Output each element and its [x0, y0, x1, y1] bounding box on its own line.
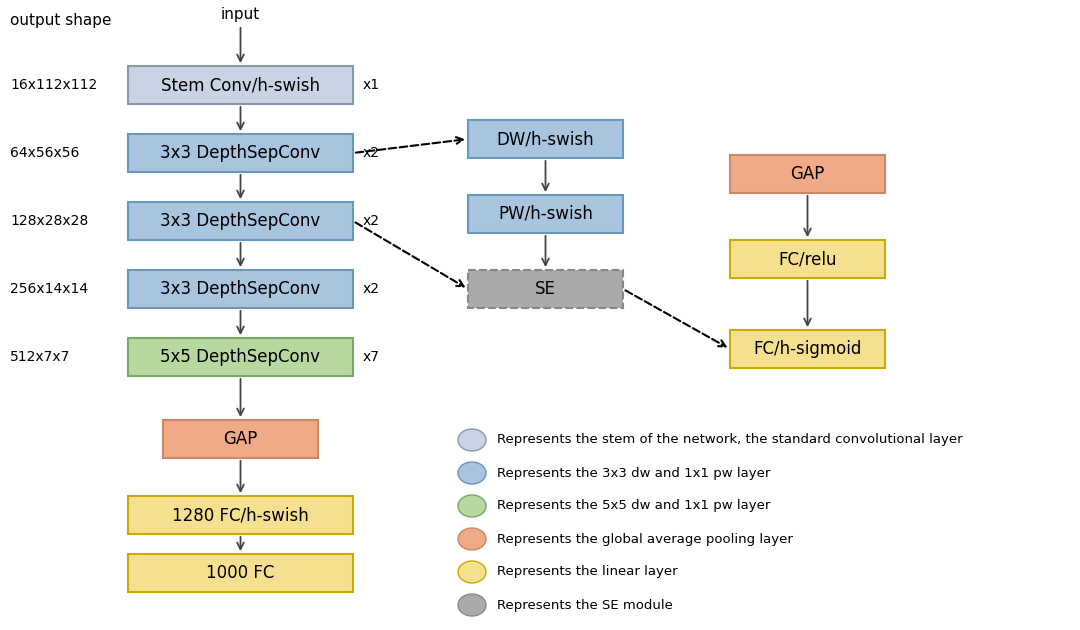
- Bar: [129, 66, 353, 104]
- Bar: [129, 202, 353, 240]
- Text: 1280 FC/h-swish: 1280 FC/h-swish: [172, 506, 309, 524]
- Ellipse shape: [458, 594, 486, 616]
- Text: x2: x2: [363, 282, 380, 296]
- Bar: [129, 134, 353, 172]
- Text: Represents the stem of the network, the standard convolutional layer: Represents the stem of the network, the …: [497, 433, 962, 447]
- Text: output shape: output shape: [10, 13, 111, 28]
- Text: Represents the SE module: Represents the SE module: [497, 598, 673, 612]
- Text: x2: x2: [363, 146, 380, 160]
- Bar: [730, 240, 885, 278]
- Bar: [468, 195, 623, 233]
- Ellipse shape: [458, 462, 486, 484]
- Text: 3x3 DepthSepConv: 3x3 DepthSepConv: [160, 144, 321, 162]
- Bar: [468, 270, 623, 308]
- Text: 16x112x112: 16x112x112: [10, 78, 97, 92]
- Bar: [730, 155, 885, 193]
- Text: 256x14x14: 256x14x14: [10, 282, 89, 296]
- Text: FC/relu: FC/relu: [779, 250, 837, 268]
- Text: 3x3 DepthSepConv: 3x3 DepthSepConv: [160, 212, 321, 230]
- Text: 5x5 DepthSepConv: 5x5 DepthSepConv: [161, 348, 321, 366]
- Text: DW/h-swish: DW/h-swish: [497, 130, 594, 148]
- Text: 64x56x56: 64x56x56: [10, 146, 79, 160]
- Bar: [730, 330, 885, 368]
- Bar: [129, 338, 353, 376]
- Bar: [468, 120, 623, 158]
- Text: 3x3 DepthSepConv: 3x3 DepthSepConv: [160, 280, 321, 298]
- Bar: [129, 496, 353, 534]
- Ellipse shape: [458, 528, 486, 550]
- Text: x7: x7: [363, 350, 380, 364]
- Text: Stem Conv/h-swish: Stem Conv/h-swish: [161, 76, 320, 94]
- Text: Represents the 5x5 dw and 1x1 pw layer: Represents the 5x5 dw and 1x1 pw layer: [497, 500, 770, 512]
- Text: 512x7x7: 512x7x7: [10, 350, 70, 364]
- Text: GAP: GAP: [224, 430, 258, 448]
- Ellipse shape: [458, 429, 486, 451]
- Text: GAP: GAP: [791, 165, 825, 183]
- Text: Represents the global average pooling layer: Represents the global average pooling la…: [497, 532, 793, 546]
- Text: x1: x1: [363, 78, 380, 92]
- Ellipse shape: [458, 495, 486, 517]
- Bar: [129, 554, 353, 592]
- Text: 1000 FC: 1000 FC: [206, 564, 274, 582]
- Bar: [129, 270, 353, 308]
- Text: Represents the 3x3 dw and 1x1 pw layer: Represents the 3x3 dw and 1x1 pw layer: [497, 466, 770, 479]
- Text: FC/h-sigmoid: FC/h-sigmoid: [754, 340, 862, 358]
- Text: 128x28x28: 128x28x28: [10, 214, 89, 228]
- Text: Represents the linear layer: Represents the linear layer: [497, 566, 677, 578]
- Text: PW/h-swish: PW/h-swish: [498, 205, 593, 223]
- Bar: [163, 420, 318, 458]
- Text: SE: SE: [535, 280, 556, 298]
- Ellipse shape: [458, 561, 486, 583]
- Text: input: input: [221, 8, 260, 23]
- Text: x2: x2: [363, 214, 380, 228]
